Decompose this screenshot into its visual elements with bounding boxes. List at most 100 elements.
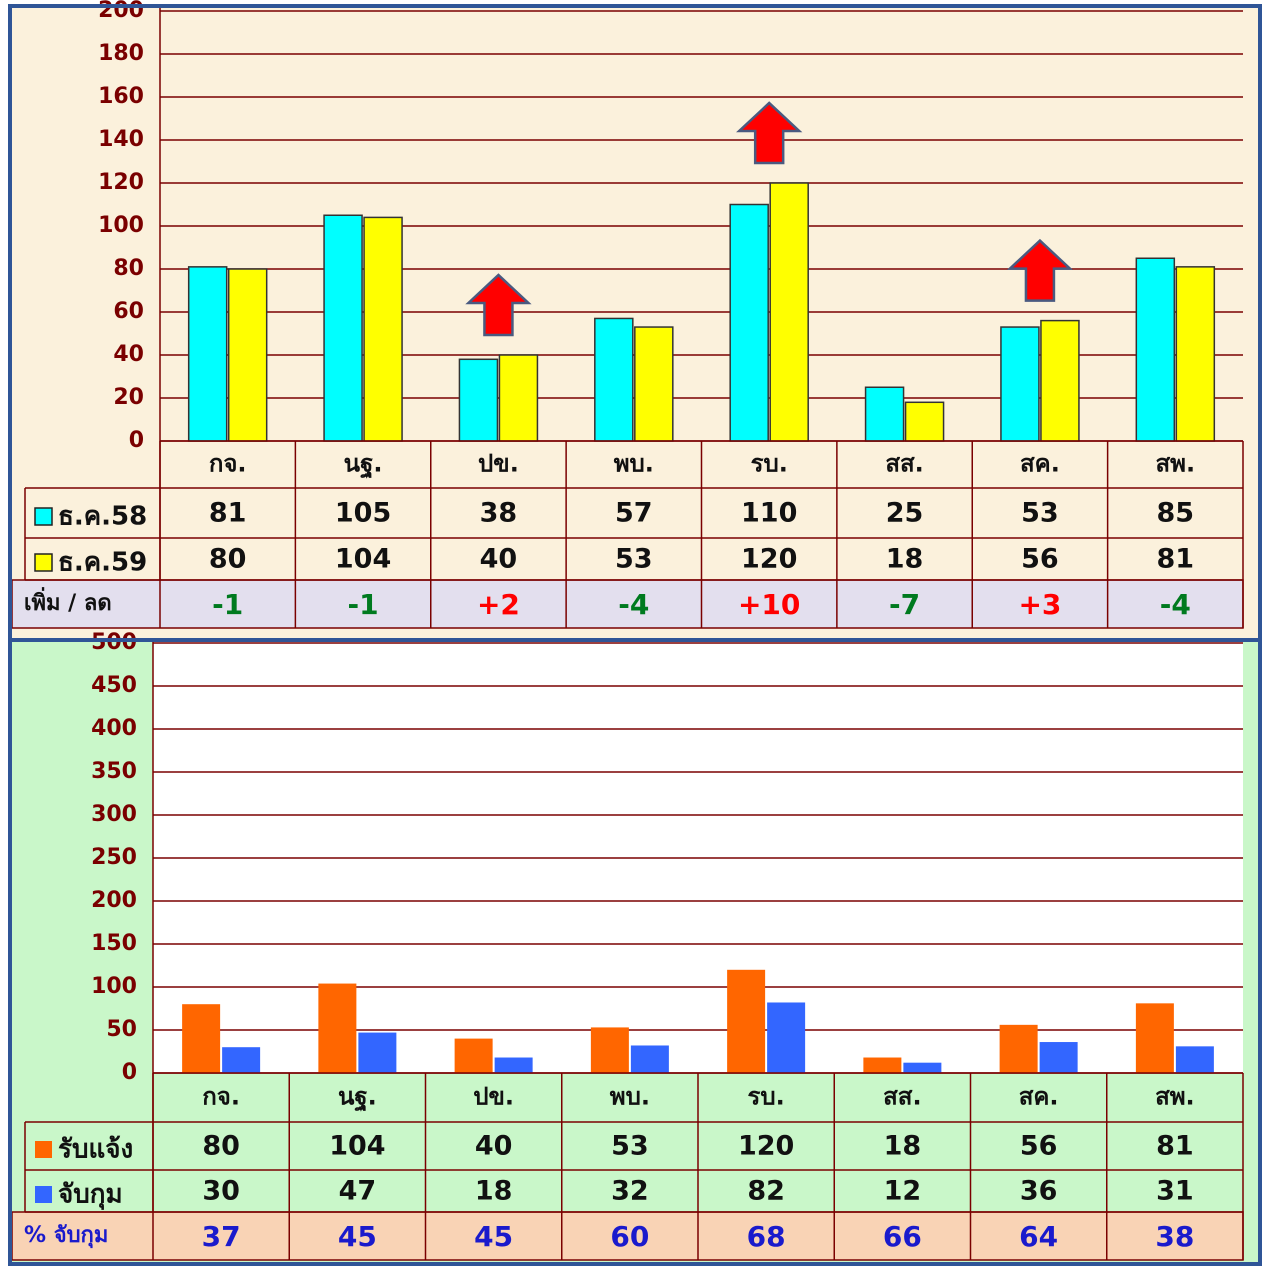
table-value: 18 [886, 544, 924, 575]
y-tick-label: 500 [91, 630, 137, 655]
bar [454, 1038, 493, 1073]
bar [358, 1032, 397, 1073]
bar [323, 214, 363, 442]
summary-value: -1 [348, 588, 379, 621]
summary-value: +3 [1018, 588, 1061, 621]
legend-label: รับแจ้ง [58, 1135, 133, 1165]
category-label: นฐ. [344, 450, 383, 480]
table-value: 81 [1157, 544, 1195, 575]
y-tick-label: 80 [113, 256, 144, 281]
table-value: 12 [884, 1176, 922, 1207]
table-value: 18 [884, 1131, 922, 1162]
bar [864, 386, 905, 442]
category-label: รบ. [748, 1083, 785, 1111]
bar [903, 1062, 942, 1073]
plot-background [153, 640, 1243, 1073]
bar [222, 1047, 261, 1073]
y-tick-label: 40 [113, 342, 144, 367]
y-tick-label: 0 [122, 1060, 137, 1085]
y-tick-label: 0 [129, 428, 144, 453]
summary-value: 66 [883, 1220, 922, 1253]
table-value: 53 [611, 1131, 649, 1162]
category-label: ปข. [478, 450, 519, 478]
legend-label: ธ.ค.58 [58, 502, 147, 532]
category-label: สส. [883, 1083, 921, 1111]
bar [594, 317, 634, 442]
increase-arrow [736, 101, 803, 165]
table-value: 82 [747, 1176, 785, 1207]
bar [727, 969, 766, 1073]
bar [729, 203, 769, 442]
increase-arrow [1006, 238, 1074, 302]
category-label: สพ. [1156, 450, 1196, 478]
bar [1040, 319, 1080, 442]
category-label: สค. [1019, 1083, 1059, 1111]
y-tick-label: 60 [113, 299, 144, 324]
table-value: 56 [1021, 544, 1059, 575]
panel-frame [8, 638, 1262, 1266]
summary-value: 45 [474, 1220, 513, 1253]
table-value: 104 [329, 1131, 385, 1162]
table-value: 40 [475, 1131, 513, 1162]
bar [769, 182, 809, 442]
y-tick-label: 100 [98, 213, 144, 238]
legend-swatch [34, 553, 53, 572]
bar [1175, 1046, 1214, 1073]
table-value: 32 [611, 1176, 649, 1207]
table-value: 120 [741, 544, 797, 575]
bar [634, 326, 674, 442]
bar [863, 1057, 902, 1073]
table-value: 85 [1157, 498, 1195, 529]
y-tick-label: 20 [113, 385, 144, 410]
table-value: 80 [202, 1131, 240, 1162]
summary-value: +10 [738, 588, 800, 621]
summary-value: 45 [338, 1220, 377, 1253]
bar [182, 1004, 221, 1073]
table-value: 104 [335, 544, 391, 575]
table-value: 53 [1021, 498, 1059, 529]
category-label: ปข. [473, 1083, 514, 1111]
summary-value: -4 [1160, 588, 1191, 621]
bar [1000, 326, 1040, 442]
table-value: 56 [1020, 1131, 1058, 1162]
table-value: 31 [1156, 1176, 1194, 1207]
bar [630, 1045, 669, 1073]
category-label: สค. [1020, 450, 1060, 478]
category-label: นฐ. [338, 1083, 377, 1113]
y-tick-label: 400 [91, 716, 137, 741]
y-tick-label: 100 [91, 974, 137, 999]
plot-background [160, 8, 1243, 441]
legend-swatch [34, 507, 53, 526]
table-value: 18 [475, 1176, 513, 1207]
bar [1135, 257, 1176, 442]
summary-value: -7 [889, 588, 920, 621]
category-label: พบ. [614, 450, 654, 478]
y-tick-label: 200 [91, 888, 137, 913]
bar [767, 1002, 806, 1073]
bar [318, 983, 357, 1073]
bar [1175, 266, 1216, 442]
category-label: กจ. [209, 450, 247, 478]
bar [1039, 1042, 1078, 1073]
summary-value: 68 [747, 1220, 786, 1253]
category-label: สส. [885, 450, 923, 478]
y-tick-label: 200 [98, 0, 144, 23]
y-tick-label: 300 [91, 802, 137, 827]
category-label: รบ. [751, 450, 788, 478]
y-tick-label: 160 [98, 84, 144, 109]
bar [494, 1057, 533, 1073]
table-value: 57 [615, 498, 653, 529]
bar [227, 268, 268, 442]
summary-value: 38 [1155, 1220, 1194, 1253]
table-value: 53 [615, 544, 653, 575]
legend-swatch [35, 1186, 52, 1203]
y-tick-label: 50 [106, 1017, 137, 1042]
summary-value: 64 [1019, 1220, 1058, 1253]
y-tick-label: 250 [91, 845, 137, 870]
bar [904, 401, 945, 442]
y-tick-label: 180 [98, 41, 144, 66]
summary-value: -4 [618, 588, 649, 621]
bar [1135, 1003, 1174, 1073]
bar [187, 266, 228, 442]
bar [999, 1024, 1038, 1073]
